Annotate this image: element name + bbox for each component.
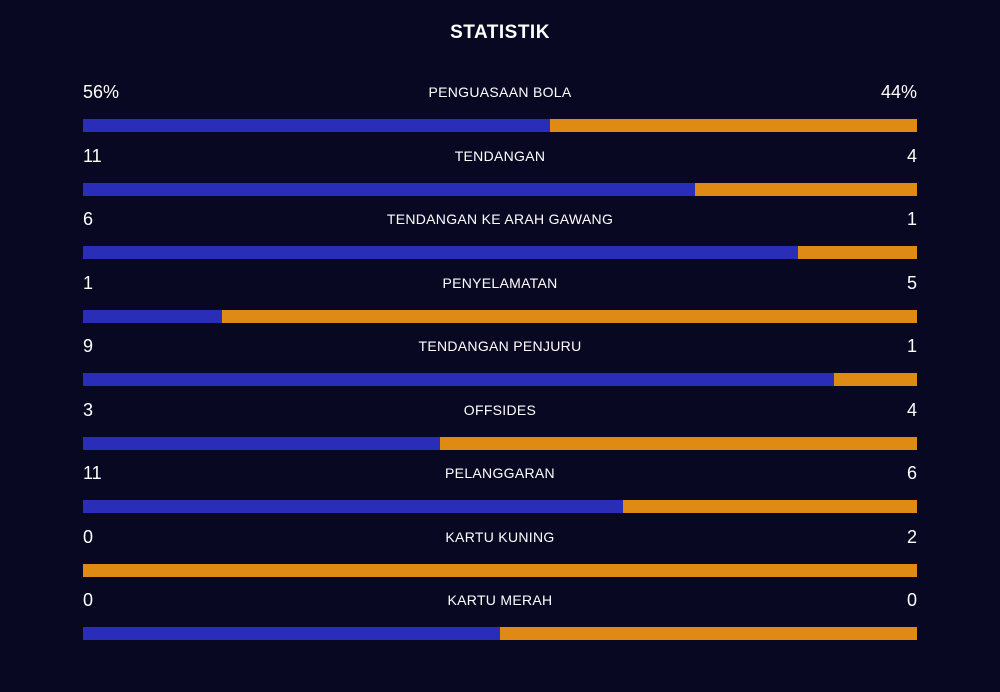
stat-label: PELANGGARAN: [445, 465, 555, 481]
stat-row: 1 PENYELAMATAN 5: [83, 271, 917, 335]
home-bar-segment: [83, 500, 623, 513]
away-bar-segment: [622, 500, 917, 513]
stat-row: 0 KARTU KUNING 2: [83, 525, 917, 589]
away-bar-segment: [500, 627, 917, 640]
home-value: 9: [83, 336, 94, 356]
stat-row: 6 TENDANGAN KE ARAH GAWANG 1: [83, 207, 917, 271]
away-value: 1: [906, 209, 917, 229]
home-bar-segment: [83, 182, 695, 196]
stat-label: TENDANGAN KE ARAH GAWANG: [386, 211, 614, 227]
home-value: 11: [83, 145, 102, 166]
home-bar-segment: [83, 119, 551, 132]
home-bar-segment: [83, 309, 222, 323]
home-value: 0: [83, 526, 94, 547]
stat-row: 11 TENDANGAN 4: [83, 144, 917, 208]
stat-row: 9 TENDANGAN PENJURU 1: [83, 334, 917, 398]
stat-label: TENDANGAN PENJURU: [418, 338, 582, 354]
home-value: 56%: [83, 82, 120, 102]
stat-row: 3 OFFSIDES 4: [83, 398, 917, 462]
stat-label: KARTU MERAH: [447, 592, 553, 608]
stat-bar: [83, 436, 917, 450]
stat-label: KARTU KUNING: [445, 528, 555, 545]
away-bar-segment: [550, 119, 917, 132]
stat-bar: [83, 182, 917, 196]
home-bar-segment: [83, 246, 798, 259]
stat-row: 0 KARTU MERAH 0: [83, 588, 917, 652]
stats-title: STATISTIK: [450, 22, 550, 43]
stat-label: OFFSIDES: [463, 401, 537, 418]
stat-bar: [83, 627, 917, 640]
stat-label: TENDANGAN: [454, 147, 546, 164]
away-bar-segment: [83, 563, 917, 577]
stat-bar: [83, 500, 917, 513]
home-bar-segment: [83, 373, 834, 386]
away-bar-segment: [440, 436, 917, 450]
away-value: 4: [906, 145, 917, 166]
away-value: 0: [906, 590, 917, 610]
stat-bar: [83, 119, 917, 132]
stat-bar: [83, 373, 917, 386]
home-value: 3: [83, 399, 94, 420]
home-value: 6: [83, 209, 94, 229]
away-bar-segment: [833, 373, 917, 386]
stat-bar: [83, 309, 917, 323]
stats-list: 56% PENGUASAAN BOLA 44% 11 TENDANGAN 4 6 TENDAN…: [83, 80, 917, 652]
stat-bar: [83, 563, 917, 577]
home-value: 0: [83, 590, 94, 610]
away-bar-segment: [797, 246, 917, 259]
away-value: 6: [906, 463, 917, 483]
stat-row: 11 PELANGGARAN 6: [83, 461, 917, 525]
stat-row: 56% PENGUASAAN BOLA 44%: [83, 80, 917, 144]
away-value: 4: [906, 399, 917, 420]
stat-bar: [83, 246, 917, 259]
away-bar-segment: [222, 309, 917, 323]
home-bar-segment: [83, 436, 441, 450]
away-value: 44%: [880, 82, 917, 102]
away-value: 5: [906, 272, 917, 293]
home-bar-segment: [83, 627, 500, 640]
stat-label: PENYELAMATAN: [442, 274, 558, 291]
stat-label: PENGUASAAN BOLA: [428, 84, 572, 100]
home-value: 1: [83, 272, 94, 293]
away-bar-segment: [694, 182, 917, 196]
away-value: 2: [906, 526, 917, 547]
away-value: 1: [906, 336, 917, 356]
home-value: 11: [83, 463, 102, 483]
